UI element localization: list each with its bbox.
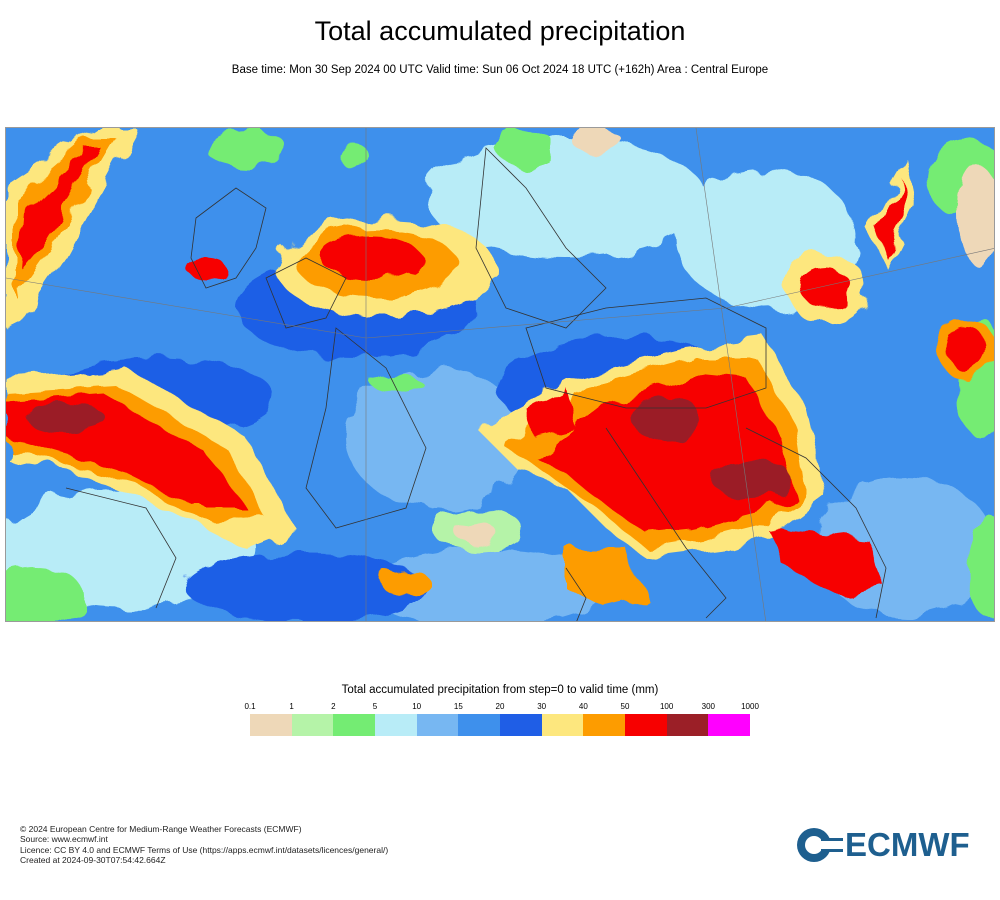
- legend-swatch: [583, 714, 626, 736]
- legend-tick-label: 10: [412, 702, 422, 711]
- legend-title: Total accumulated precipitation from ste…: [341, 684, 659, 696]
- legend-tick-label: 50: [620, 702, 630, 711]
- legend-tick-label: 20: [495, 702, 505, 711]
- map-canvas: [6, 128, 994, 621]
- legend-tick-label: 15: [453, 702, 463, 711]
- created-text: Created at 2024-09-30T07:54:42.664Z: [20, 854, 166, 865]
- legend-swatch: [333, 714, 376, 736]
- ecmwf-logo: ECMWF: [795, 826, 985, 864]
- grid-lines: [6, 128, 994, 621]
- chart-title: Total accumulated precipitation: [314, 16, 686, 46]
- ecmwf-logo-text: ECMWF: [845, 826, 970, 863]
- color-legend: [250, 714, 751, 736]
- legend-swatch: [375, 714, 417, 736]
- ecmwf-logo-icon: [797, 828, 843, 862]
- precipitation-map: [5, 127, 995, 622]
- chart-subtitle: Base time: Mon 30 Sep 2024 00 UTC Valid …: [231, 64, 769, 76]
- legend-swatch: [500, 714, 542, 736]
- source-text: Source: www.ecmwf.int: [20, 834, 108, 845]
- legend-tick-label: 1: [289, 702, 294, 711]
- coastlines: [65, 147, 887, 621]
- legend-swatch: [291, 714, 334, 736]
- legend-tick-label: 0.1: [244, 702, 256, 711]
- legend-tick-label: 40: [578, 702, 588, 711]
- licence-text: Licence: CC BY 4.0 and ECMWF Terms of Us…: [20, 844, 389, 855]
- legend-tick-label: 300: [701, 702, 716, 711]
- legend-swatch: [250, 714, 292, 736]
- legend-tick-label: 2: [331, 702, 336, 711]
- legend-swatch: [416, 714, 459, 736]
- legend-swatch: [541, 714, 584, 736]
- legend-tick-label: 1000: [741, 702, 759, 711]
- legend-tick-label: 5: [372, 702, 378, 711]
- legend-swatch: [458, 714, 501, 736]
- legend-tick-label: 30: [537, 702, 547, 711]
- copyright-text: © 2024 European Centre for Medium-Range …: [20, 824, 302, 834]
- footer: © 2024 European Centre for Medium-Range …: [20, 824, 388, 865]
- legend-swatch: [708, 714, 751, 736]
- legend-swatch: [625, 714, 667, 736]
- legend-swatch: [666, 714, 709, 736]
- precip-field: [6, 128, 994, 621]
- legend-tick-label: 100: [659, 702, 674, 711]
